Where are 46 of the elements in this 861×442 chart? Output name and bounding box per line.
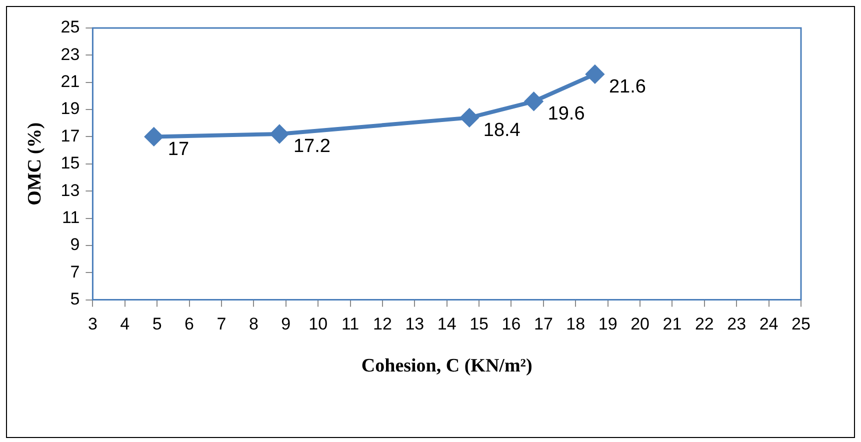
x-tick-label: 22 bbox=[694, 314, 714, 334]
y-tick-label: 25 bbox=[60, 18, 80, 37]
x-tick-label: 9 bbox=[281, 314, 291, 334]
x-tick-label: 23 bbox=[727, 314, 746, 334]
x-tick-label: 11 bbox=[341, 314, 360, 334]
x-axis-title: Cohesion, C (KN/m²) bbox=[361, 356, 532, 377]
x-tick-label: 16 bbox=[502, 314, 521, 334]
x-tick-label: 3 bbox=[88, 314, 98, 334]
data-label: 17 bbox=[168, 138, 190, 160]
x-tick-label: 21 bbox=[662, 314, 682, 334]
x-tick-label: 10 bbox=[308, 314, 328, 334]
x-tick-label: 7 bbox=[216, 314, 226, 334]
data-label: 19.6 bbox=[548, 104, 585, 125]
x-tick-label: 13 bbox=[405, 314, 424, 334]
point bbox=[586, 65, 604, 84]
y-tick-label: 15 bbox=[60, 154, 80, 173]
x-tick-label: 8 bbox=[248, 314, 258, 334]
x-tick-label: 6 bbox=[184, 314, 194, 334]
x-tick-label: 14 bbox=[437, 314, 456, 334]
data-label: 21.6 bbox=[608, 76, 646, 98]
x-tick-label: 17 bbox=[534, 314, 553, 334]
y-tick-label: 17 bbox=[60, 126, 80, 146]
point bbox=[460, 108, 478, 127]
x-tick-label: 15 bbox=[470, 314, 489, 334]
y-tick-label: 5 bbox=[70, 289, 80, 308]
y-tick-label: 11 bbox=[62, 208, 80, 227]
y-tick-label: 13 bbox=[60, 180, 80, 200]
x-tick-label: 25 bbox=[792, 314, 810, 334]
point bbox=[524, 92, 543, 110]
x-tick-label: 18 bbox=[566, 314, 586, 334]
data-label: 17.2 bbox=[293, 136, 330, 158]
y-tick-label: 21 bbox=[60, 72, 80, 92]
x-tick-label: 19 bbox=[598, 314, 618, 334]
y-axis-title: OMC (%) bbox=[24, 122, 46, 206]
point bbox=[144, 128, 163, 146]
point bbox=[270, 125, 288, 143]
x-tick-label: 12 bbox=[373, 314, 392, 334]
y-tick-label: 23 bbox=[60, 44, 80, 64]
x-tick-label: 4 bbox=[120, 314, 130, 334]
y-tick-label: 7 bbox=[70, 262, 80, 282]
x-tick-label: 20 bbox=[630, 314, 650, 334]
x-tick-label: 24 bbox=[759, 314, 778, 334]
data-label: 18.4 bbox=[483, 120, 521, 141]
x-tick-label: 5 bbox=[152, 314, 162, 334]
y-tick-label: 9 bbox=[70, 235, 80, 254]
y-tick-label: 19 bbox=[60, 99, 80, 118]
